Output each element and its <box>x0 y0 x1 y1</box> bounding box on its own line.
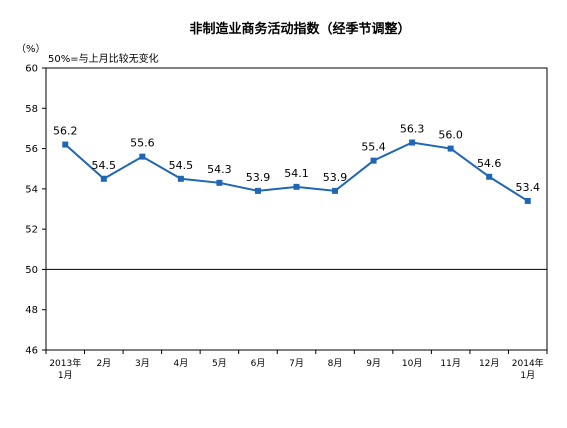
data-point <box>100 175 107 182</box>
data-point <box>139 153 146 160</box>
x-axis: 2013年 1月 2月 3月 4月 5月 6月 7月 8月 9月 10月 11月 12月 2014年 1月 <box>45 350 548 381</box>
y-axis: 46 48 50 52 54 56 58 60 <box>25 64 46 357</box>
x-tick-label: 2月 <box>96 358 111 369</box>
x-tick-label: 3月 <box>135 358 150 369</box>
data-point <box>293 183 300 190</box>
data-point <box>524 197 531 204</box>
data-point <box>370 157 377 164</box>
y-tick-label: 58 <box>25 104 38 115</box>
y-tick-label: 56 <box>25 144 38 155</box>
data-label: 53.4 <box>515 181 540 194</box>
x-tick-label: 10月 <box>402 358 422 369</box>
data-point <box>177 175 184 182</box>
data-point <box>447 145 454 152</box>
y-axis-unit: （%） <box>16 43 46 55</box>
x-tick-label: 12月 <box>479 358 499 369</box>
data-label: 56.3 <box>400 123 425 136</box>
data-label: 53.9 <box>246 171 271 184</box>
data-point <box>332 187 339 194</box>
data-label: 54.5 <box>92 159 117 172</box>
data-point <box>254 187 261 194</box>
x-tick-label: 4月 <box>174 358 189 369</box>
data-label: 55.6 <box>130 137 155 150</box>
y-tick-label: 50 <box>25 265 38 276</box>
data-point <box>216 179 223 186</box>
data-label: 54.5 <box>169 159 194 172</box>
data-label: 54.3 <box>207 163 232 176</box>
x-tick-label: 5月 <box>212 358 227 369</box>
data-label: 55.4 <box>361 141 386 154</box>
data-label: 53.9 <box>323 171 348 184</box>
x-tick-label: 11月 <box>440 358 460 369</box>
x-tick-label: 2014年 1月 <box>512 357 544 381</box>
y-tick-label: 52 <box>25 225 38 236</box>
data-label: 56.0 <box>438 129 463 142</box>
x-tick-label: 7月 <box>289 358 304 369</box>
data-label: 54.6 <box>477 157 502 170</box>
x-tick-label: 2013年 1月 <box>49 357 81 381</box>
y-tick-label: 60 <box>25 64 38 75</box>
series-layer: 56.2 54.5 55.6 54.5 54.3 53.9 54.1 53.9 55.4 56.3… <box>53 123 540 204</box>
y-tick-label: 46 <box>25 346 38 357</box>
x-tick-label: 6月 <box>251 358 266 369</box>
data-point <box>62 141 69 148</box>
chart-annotation: 50%=与上月比较无变化 <box>48 52 159 65</box>
y-tick-label: 48 <box>25 305 38 316</box>
x-tick-label: 8月 <box>328 358 343 369</box>
data-point <box>409 139 416 146</box>
data-point <box>486 173 493 180</box>
x-tick-label: 9月 <box>366 358 381 369</box>
plot-area <box>45 67 548 351</box>
data-label: 54.1 <box>284 167 309 180</box>
chart-title: 非制造业商务活动指数（经季节调整） <box>189 21 410 37</box>
data-label: 56.2 <box>53 125 78 138</box>
y-tick-label: 54 <box>25 184 38 195</box>
